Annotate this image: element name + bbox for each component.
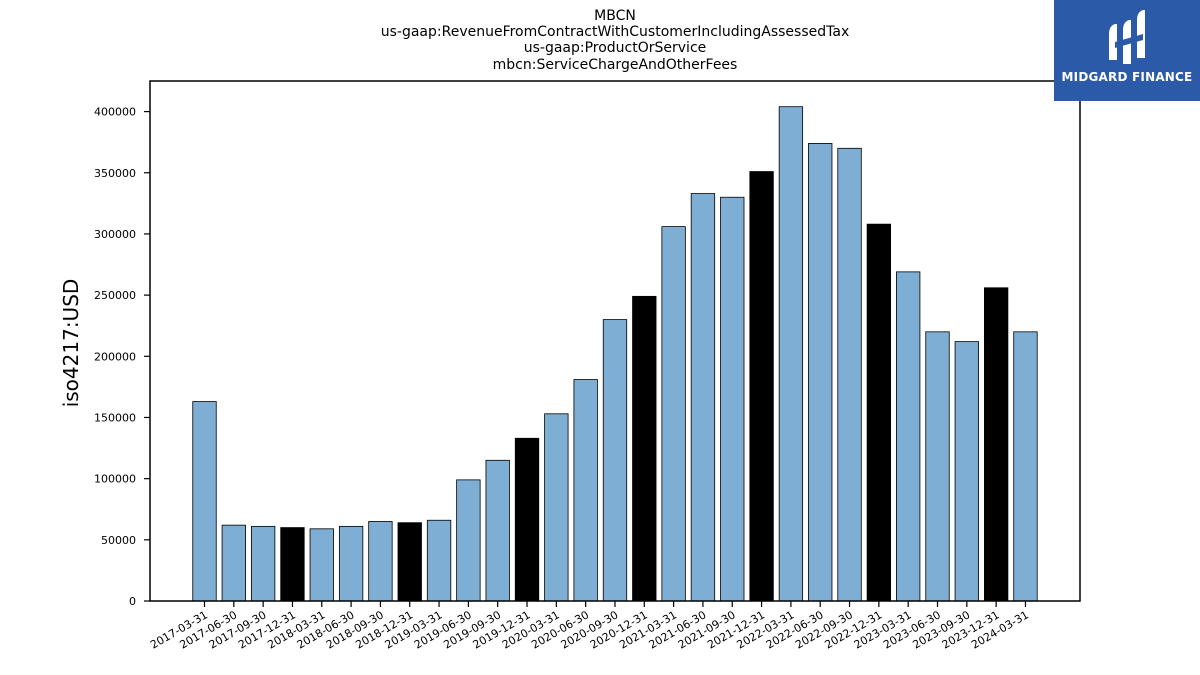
bar-2018-03-31 — [309, 528, 334, 602]
bar-2020-12-31 — [632, 295, 657, 602]
chart-title-line-3: us-gaap:ProductOrService — [524, 40, 707, 56]
y-tick-label: 0 — [129, 595, 136, 608]
y-axis: 0 50000 100000 150000 200000 250000 300000 3500… — [94, 106, 150, 608]
bar-2021-03-31 — [661, 226, 686, 602]
chart-title-line-1: MBCN — [594, 8, 636, 24]
y-tick-label: 100000 — [94, 473, 136, 486]
bar-2023-06-30 — [925, 331, 950, 602]
bar-2018-09-30 — [368, 521, 393, 602]
y-tick-label: 200000 — [94, 350, 136, 363]
bar-2017-12-31 — [280, 527, 305, 602]
chart-title-line-4: mbcn:ServiceChargeAndOtherFees — [493, 57, 738, 73]
bar-2023-12-31 — [983, 287, 1009, 602]
y-tick-label: 400000 — [94, 106, 136, 119]
bar-2017-09-30 — [250, 525, 276, 602]
bar-2022-06-30 — [808, 142, 833, 602]
plot-frame — [149, 80, 1081, 602]
bar-2018-06-30 — [338, 525, 364, 602]
chart-title-line-2: us-gaap:RevenueFromContractWithCustomerI… — [381, 24, 850, 40]
bar-2020-03-31 — [544, 413, 569, 602]
y-tick-label: 150000 — [94, 411, 136, 424]
bar-2019-09-30 — [485, 459, 510, 602]
bar-2022-12-31 — [866, 223, 892, 602]
bar-2024-03-31 — [1013, 331, 1038, 602]
bar-2021-06-30 — [690, 193, 716, 602]
midgard-finance-logo: MIDGARD FINANCE — [1054, 0, 1200, 101]
bar-2021-12-31 — [749, 171, 774, 602]
bar-2019-12-31 — [514, 437, 540, 602]
bar-2017-06-30 — [221, 524, 246, 602]
midgard-logo-icon — [1109, 10, 1145, 64]
y-tick-label: 350000 — [94, 167, 136, 180]
bar-2022-03-31 — [778, 106, 804, 602]
y-axis-label: iso4217:USD — [59, 279, 83, 408]
bar-2017-03-31 — [192, 401, 217, 602]
x-axis: 2017-03-312017-06-302017-09-302017-12-31… — [148, 601, 1031, 652]
chart-title: MBCN us-gaap:RevenueFromContractWithCust… — [381, 8, 850, 73]
bar-2021-09-30 — [720, 196, 745, 602]
bar-2020-06-30 — [573, 379, 598, 602]
logo-text: MIDGARD FINANCE — [1061, 70, 1193, 84]
bar-series — [192, 106, 1038, 602]
bar-2023-09-30 — [954, 341, 979, 602]
y-tick-label: 250000 — [94, 289, 136, 302]
y-tick-label: 50000 — [101, 534, 136, 547]
bar-2023-03-31 — [896, 271, 921, 602]
bar-2019-03-31 — [426, 519, 452, 602]
bar-2018-12-31 — [397, 522, 422, 602]
bar-2022-09-30 — [837, 147, 862, 602]
bar-2020-09-30 — [602, 319, 628, 602]
bar-2019-06-30 — [456, 479, 481, 602]
y-tick-label: 300000 — [94, 228, 136, 241]
